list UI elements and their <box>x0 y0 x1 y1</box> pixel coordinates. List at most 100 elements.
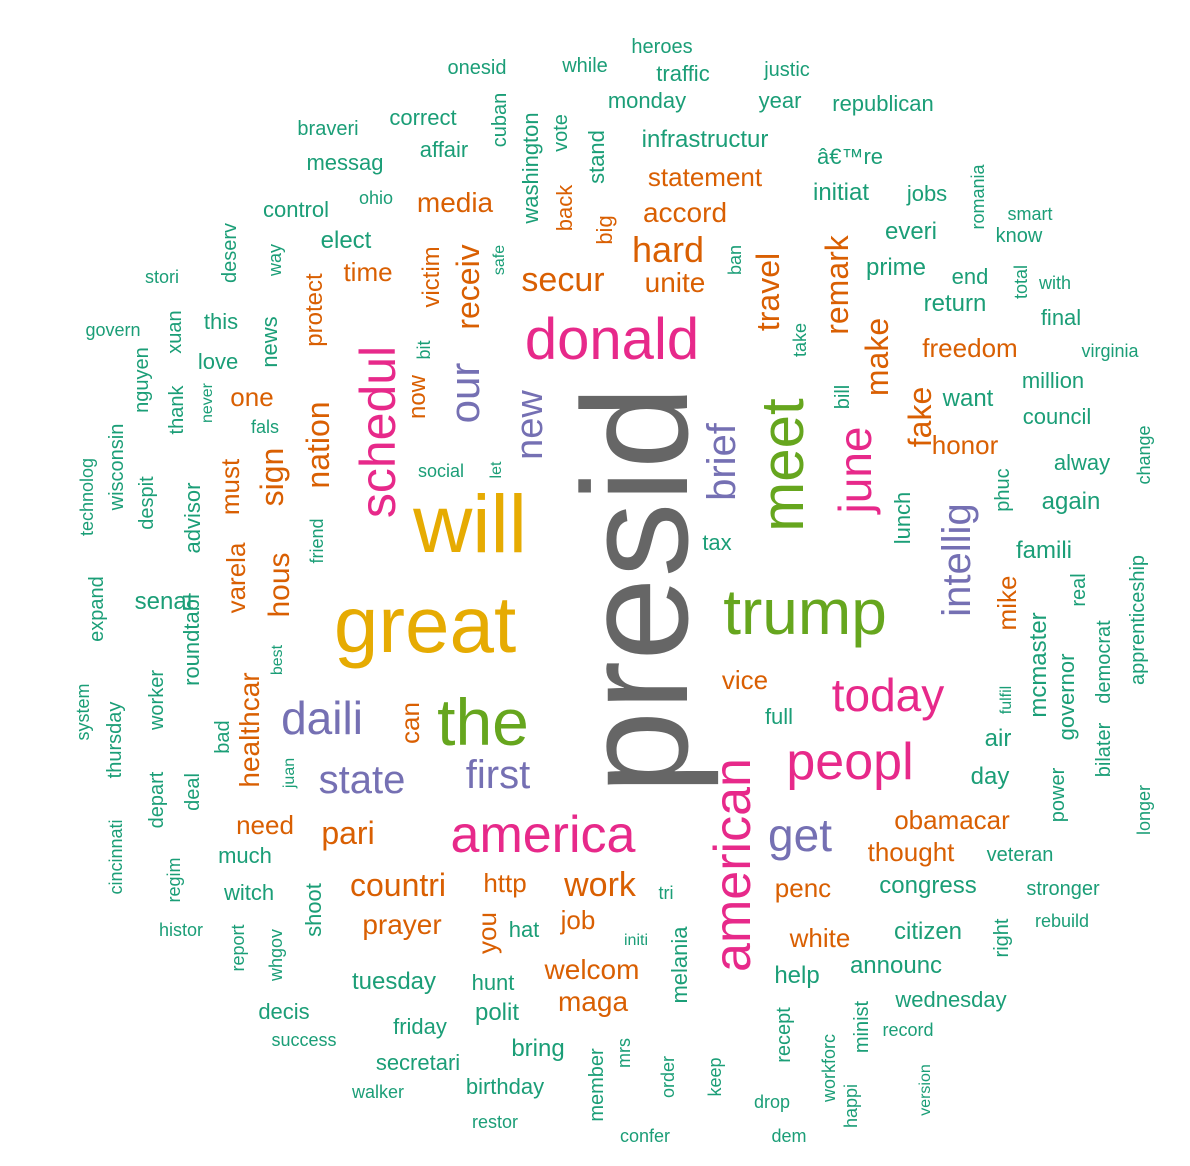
word-90: elect <box>320 227 372 254</box>
word-119: social <box>417 461 465 481</box>
word-108: love <box>197 349 239 374</box>
word-33: work <box>564 866 636 904</box>
word-81: â€™re <box>816 144 884 169</box>
word-66: while <box>562 55 608 77</box>
word-154: longer <box>1134 784 1154 836</box>
word-14: state <box>318 758 406 802</box>
word-146: thursday <box>104 701 126 779</box>
word-129: friend <box>307 518 327 564</box>
word-40: statement <box>647 162 763 192</box>
word-156: much <box>218 843 272 868</box>
word-157: veteran <box>986 844 1054 866</box>
word-39: accord <box>642 197 728 228</box>
word-49: penc <box>774 873 832 903</box>
word-15: first <box>465 753 531 797</box>
word-198: confer <box>619 1126 671 1146</box>
word-103: xuan <box>164 310 186 354</box>
word-25: remark <box>819 235 855 335</box>
word-68: justic <box>764 59 810 81</box>
word-123: technolog <box>77 457 97 537</box>
word-117: fals <box>250 417 280 437</box>
word-88: everi <box>884 218 938 245</box>
word-185: record <box>882 1020 934 1040</box>
word-145: full <box>764 704 794 729</box>
word-138: mcmaster <box>1025 612 1052 718</box>
word-184: minist <box>851 1000 873 1054</box>
word-122: change <box>1134 425 1154 485</box>
word-54: can <box>395 702 425 744</box>
word-161: tri <box>658 883 674 903</box>
word-36: welcom <box>544 954 640 985</box>
word-163: stronger <box>1026 878 1100 900</box>
word-70: year <box>758 88 802 113</box>
word-104: this <box>203 309 239 334</box>
word-8: american <box>704 758 762 972</box>
word-193: keep <box>705 1057 725 1097</box>
word-116: council <box>1022 404 1092 429</box>
word-3: the <box>437 685 529 759</box>
word-106: take <box>790 322 810 358</box>
word-56: varela <box>221 542 251 614</box>
word-197: restor <box>471 1112 519 1132</box>
word-57: must <box>215 458 245 516</box>
word-42: unite <box>644 267 706 298</box>
word-55: healthcar <box>234 672 265 788</box>
word-194: drop <box>753 1092 791 1112</box>
word-12: june <box>829 426 881 514</box>
word-112: bill <box>832 384 854 410</box>
word-10: schedul <box>350 345 406 519</box>
word-187: mrs <box>614 1038 634 1068</box>
word-18: new <box>509 390 551 460</box>
word-93: safe <box>491 244 508 276</box>
word-114: thank <box>166 385 188 435</box>
word-142: system <box>73 683 93 741</box>
word-134: senat <box>134 588 194 615</box>
word-87: smart <box>1007 204 1053 224</box>
word-109: bit <box>414 340 434 360</box>
word-5: meet <box>749 398 816 532</box>
word-195: happi <box>841 1083 861 1129</box>
word-71: republican <box>832 91 934 116</box>
word-86: control <box>262 197 330 222</box>
word-147: bilater <box>1093 722 1115 778</box>
word-50: vice <box>721 665 769 695</box>
word-141: governor <box>1054 653 1079 741</box>
word-46: obamacar <box>894 805 1010 835</box>
word-24: travel <box>750 252 786 332</box>
word-6: donald <box>524 307 700 372</box>
word-95: prime <box>865 254 927 281</box>
word-168: initi <box>623 932 649 949</box>
word-92: way <box>265 243 285 277</box>
word-62: big <box>592 215 617 245</box>
word-31: pari <box>321 815 375 851</box>
word-136: real <box>1068 573 1090 607</box>
word-183: recept <box>773 1007 795 1063</box>
word-1: great <box>333 580 517 669</box>
word-77: affair <box>419 137 469 162</box>
word-170: citizen <box>893 918 963 945</box>
word-190: workforc <box>819 1033 839 1103</box>
word-84: jobs <box>906 181 948 206</box>
word-126: phuc <box>992 468 1014 512</box>
word-171: right <box>991 918 1013 958</box>
word-16: get <box>768 809 832 861</box>
word-169: melania <box>667 926 692 1004</box>
word-176: announc <box>849 952 943 979</box>
word-139: best <box>269 644 286 676</box>
word-192: birthday <box>465 1074 545 1099</box>
word-125: lunch <box>890 491 915 545</box>
word-98: with <box>1038 273 1072 293</box>
word-45: mike <box>992 575 1022 631</box>
word-188: member <box>586 1048 608 1122</box>
word-135: roundtabl <box>179 594 204 686</box>
word-100: return <box>923 290 987 317</box>
word-58: one <box>230 382 274 412</box>
word-150: deal <box>182 773 204 811</box>
word-178: polit <box>474 999 520 1026</box>
word-130: tax <box>702 530 732 555</box>
word-191: walker <box>351 1082 405 1102</box>
word-94: ban <box>725 244 745 276</box>
word-0: presid <box>551 385 719 795</box>
word-173: tuesday <box>351 968 437 995</box>
